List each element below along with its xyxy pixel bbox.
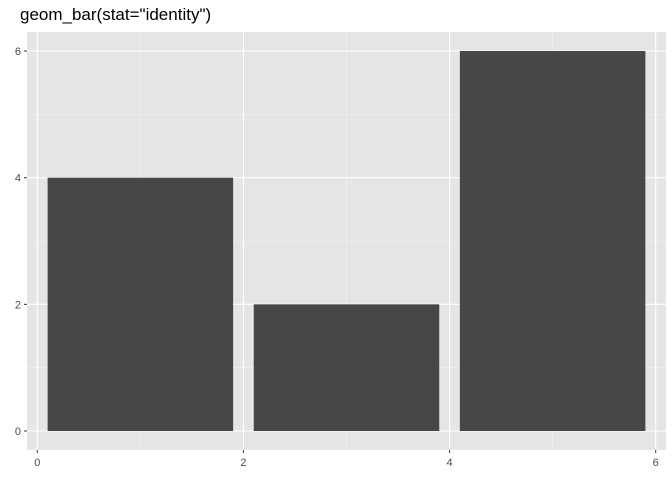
bars <box>47 51 646 431</box>
chart-title: geom_bar(stat="identity") <box>20 5 212 24</box>
y-tick-label: 2 <box>15 299 21 311</box>
y-tick-label: 0 <box>15 426 21 438</box>
bar <box>47 177 234 431</box>
x-tick-label: 6 <box>653 457 659 469</box>
x-tick-label: 4 <box>447 457 453 469</box>
x-tick-label: 2 <box>240 457 246 469</box>
bar <box>459 51 646 431</box>
y-axis: 0 2 4 6 <box>15 46 27 438</box>
y-tick-label: 4 <box>15 173 21 185</box>
x-tick-label: 0 <box>34 457 40 469</box>
y-tick-label: 6 <box>15 46 21 58</box>
bar <box>253 304 440 431</box>
x-axis: 0 2 4 6 <box>34 450 659 469</box>
